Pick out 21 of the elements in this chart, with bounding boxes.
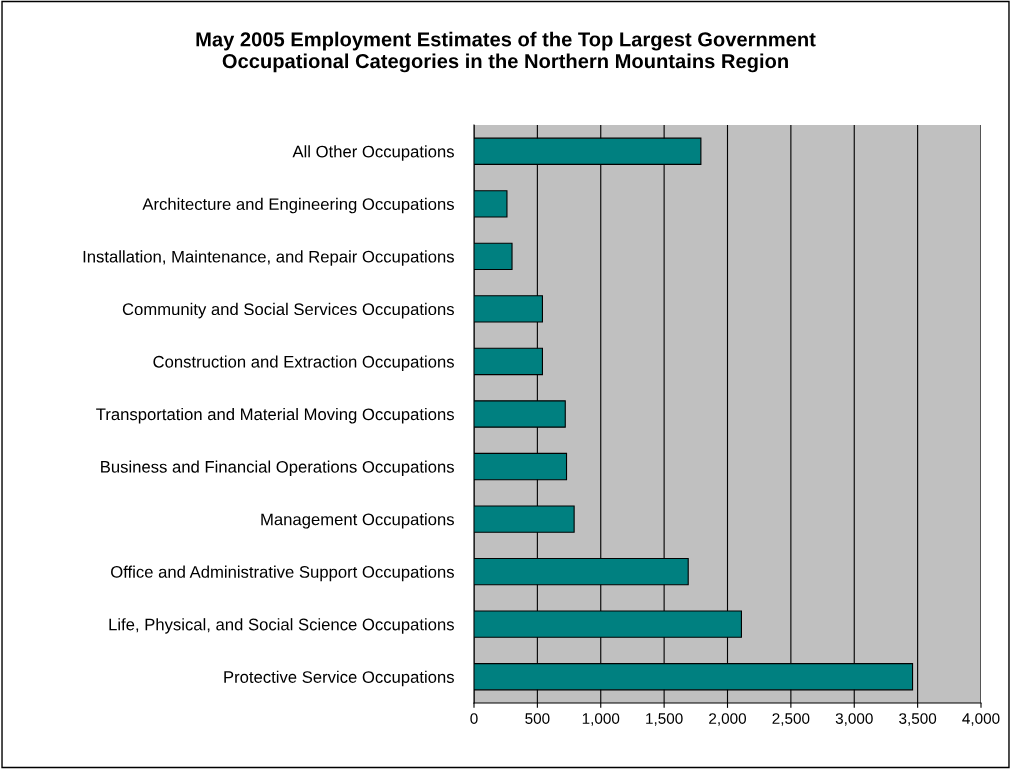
y-tick-label: Business and Financial Operations Occupations <box>101 460 454 477</box>
y-tick-label: Office and Administrative Support Occupations <box>111 565 454 582</box>
x-tick-label: 3,500 <box>899 713 937 726</box>
y-tick-label: Construction and Extraction Occupations <box>153 355 454 371</box>
y-tick-label: Architecture and Engineering Occupations <box>142 197 454 214</box>
y-tick-label: Protective Service Occupations <box>224 670 454 687</box>
x-tick-label: 2,500 <box>772 713 810 726</box>
y-tick-label: Installation, Maintenance, and Repair Occupations <box>83 250 454 266</box>
x-tick-label: 4,000 <box>962 713 1000 726</box>
x-tick-label: 1,000 <box>582 713 620 726</box>
x-tick-label: 0 <box>470 713 478 724</box>
x-tick-label: 3,000 <box>835 713 873 726</box>
y-tick-label: Transportation and Material Moving Occupations <box>96 407 454 424</box>
y-tick-label: Life, Physical, and Social Science Occupations <box>109 618 454 634</box>
x-tick-label: 500 <box>525 713 550 724</box>
y-tick-label: All Other Occupations <box>292 145 454 161</box>
x-tick-label: 1,500 <box>646 713 683 726</box>
y-tick-label: Management Occupations <box>261 513 454 529</box>
x-tick-label: 2,000 <box>709 713 747 726</box>
y-tick-label: Community and Social Services Occupations <box>122 302 454 319</box>
chart-title: May 2005 Employment Estimates of the Top Largest Government Occupational Categories in the Northern Mountains Region <box>196 31 816 73</box>
